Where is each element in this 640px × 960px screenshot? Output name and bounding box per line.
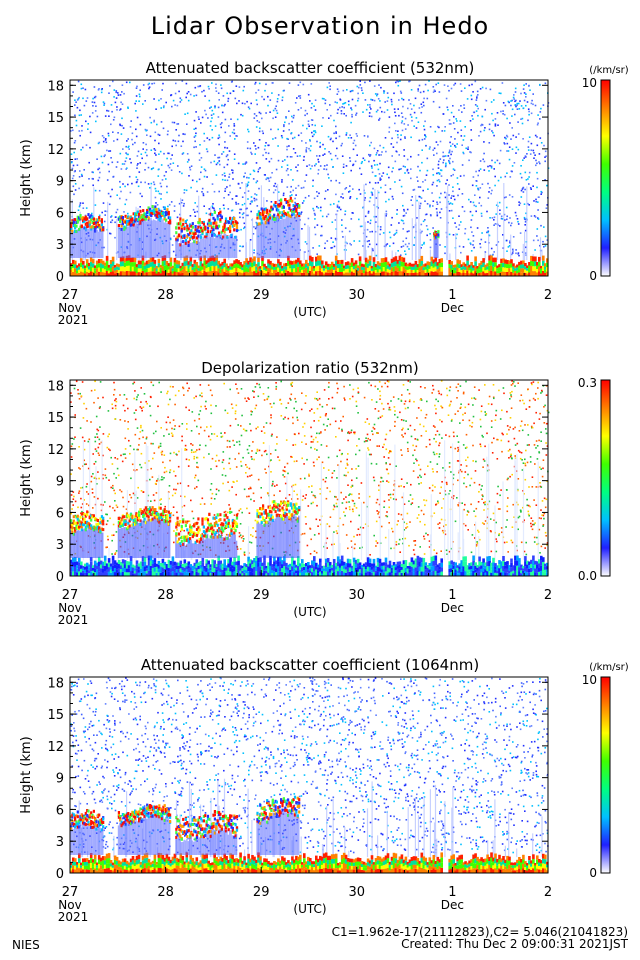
x-tick-label: 29	[253, 885, 270, 900]
x-tick-label: 1	[448, 885, 456, 900]
colorbar	[600, 379, 611, 577]
colorbar-min-label: 0	[589, 866, 597, 880]
x-tick-label: 2	[544, 588, 552, 603]
panel-title: Attenuated backscatter coefficient (532n…	[146, 59, 475, 77]
colorbar-max-label: 10	[582, 673, 597, 687]
x-tick-sublabel: Dec	[441, 301, 464, 315]
panel-backscatter-1064: Attenuated backscatter coefficient (1064…	[0, 652, 640, 952]
x-tick-sublabel: Nov	[58, 898, 81, 912]
colorbar-min-label: 0	[589, 269, 597, 283]
x-tick-sublabel: Nov	[58, 301, 81, 315]
signal-field	[70, 677, 549, 873]
x-tick-label: 30	[349, 885, 366, 900]
footer-info: C1=1.962e-17(21112823),C2= 5.046(2104182…	[332, 926, 628, 950]
x-tick-label: 1	[448, 288, 456, 303]
chart-backscatter-1064: Attenuated backscatter coefficient (1064…	[19, 656, 629, 924]
x-axis-label: (UTC)	[293, 605, 326, 619]
x-tick-label: 2	[544, 885, 552, 900]
chart-depolarization-532: Depolarization ratio (532nm)0369121518He…	[19, 359, 611, 627]
x-tick-sublabel: Nov	[58, 601, 81, 615]
y-tick-label: 6	[56, 506, 64, 521]
colorbar-min-label: 0.0	[578, 569, 597, 583]
x-tick-label: 27	[62, 885, 79, 900]
colorbar-max-label: 10	[582, 76, 597, 90]
y-tick-label: 3	[56, 538, 64, 553]
y-tick-label: 9	[56, 175, 64, 190]
panel-depolarization-532: Depolarization ratio (532nm) 0 3 6 9 12 15 18 He…	[0, 355, 640, 655]
x-tick-label: 28	[157, 588, 174, 603]
y-tick-label: 3	[56, 238, 64, 253]
x-tick-label: 30	[349, 588, 366, 603]
y-tick-label: 18	[47, 79, 64, 94]
signal-field	[70, 380, 550, 576]
y-tick-label: 12	[47, 143, 64, 158]
panel-title: Attenuated backscatter coefficient (1064…	[141, 656, 479, 674]
colorbar	[600, 676, 611, 874]
y-tick-label: 18	[47, 676, 64, 691]
x-tick-sublabel: 2021	[58, 613, 89, 627]
y-tick-label: 15	[47, 708, 64, 723]
y-axis-label: Height (km)	[19, 439, 34, 516]
panel-title: Depolarization ratio (532nm)	[201, 359, 419, 377]
main-title: Lidar Observation in Hedo	[150, 12, 490, 40]
x-tick-sublabel: Dec	[441, 601, 464, 615]
y-tick-label: 0	[56, 270, 64, 285]
calibration-text: C1=1.962e-17(21112823),C2= 5.046(2104182…	[331, 925, 628, 939]
x-tick-label: 27	[62, 288, 79, 303]
x-tick-label: 29	[253, 288, 270, 303]
y-tick-label: 18	[47, 379, 64, 394]
y-tick-label: 6	[56, 206, 64, 221]
x-tick-label: 28	[157, 288, 174, 303]
colorbar-unit: (/km/sr)	[589, 65, 628, 76]
x-tick-sublabel: 2021	[58, 313, 89, 327]
y-tick-label: 6	[56, 803, 64, 818]
y-tick-label: 15	[47, 411, 64, 426]
x-tick-label: 30	[349, 288, 366, 303]
x-tick-label: 1	[448, 588, 456, 603]
x-tick-label: 27	[62, 588, 79, 603]
y-tick-label: 15	[47, 111, 64, 126]
x-tick-label: 2	[544, 288, 552, 303]
y-tick-label: 9	[56, 772, 64, 787]
x-tick-label: 29	[253, 588, 270, 603]
y-tick-label: 12	[47, 443, 64, 458]
org-label: NIES	[12, 938, 40, 952]
y-axis-label: Height (km)	[19, 139, 34, 216]
chart-backscatter-532: Attenuated backscatter coefficient (532n…	[19, 59, 629, 327]
panel-backscatter-532: Attenuated backscatter coefficient (532n…	[0, 55, 640, 355]
signal-field	[70, 80, 550, 276]
colorbar	[600, 79, 611, 277]
x-tick-sublabel: 2021	[58, 910, 89, 924]
x-axis-label: (UTC)	[293, 902, 326, 916]
created-text: Created: Thu Dec 2 09:00:31 2021JST	[401, 937, 628, 951]
y-tick-label: 12	[47, 740, 64, 755]
x-tick-sublabel: Dec	[441, 898, 464, 912]
x-axis-label: (UTC)	[293, 305, 326, 319]
y-tick-label: 0	[56, 867, 64, 882]
x-tick-label: 28	[157, 885, 174, 900]
y-tick-label: 9	[56, 475, 64, 490]
colorbar-unit: (/km/sr)	[589, 662, 628, 673]
y-tick-label: 0	[56, 570, 64, 585]
y-tick-label: 3	[56, 835, 64, 850]
colorbar-max-label: 0.3	[578, 376, 597, 390]
y-axis-label: Height (km)	[19, 736, 34, 813]
